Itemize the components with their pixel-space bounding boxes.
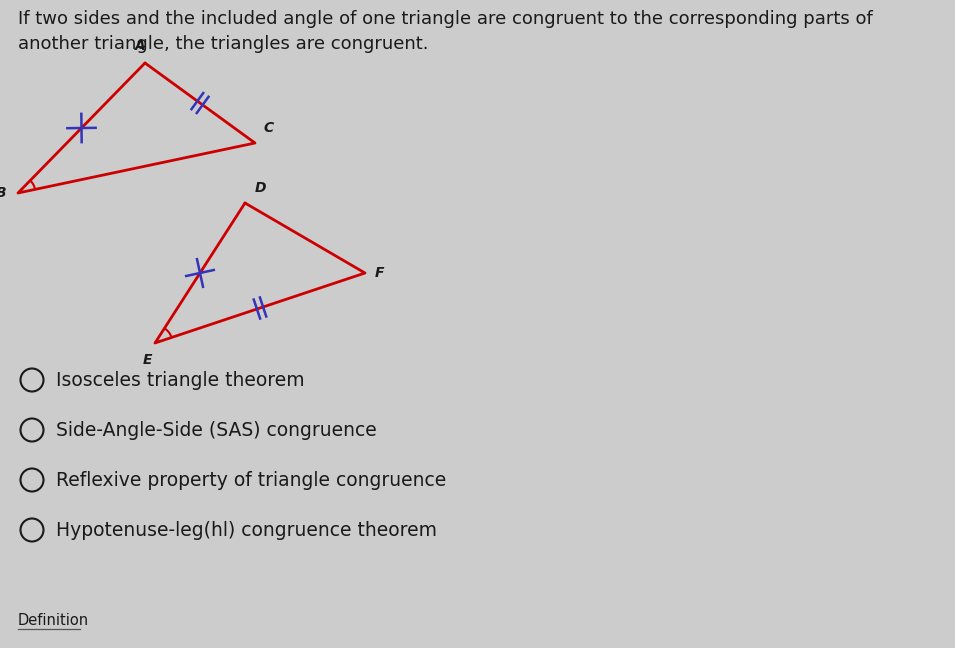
Text: Hypotenuse-leg(hl) congruence theorem: Hypotenuse-leg(hl) congruence theorem — [56, 520, 437, 540]
Text: B: B — [0, 186, 6, 200]
Text: Reflexive property of triangle congruence: Reflexive property of triangle congruenc… — [56, 470, 447, 489]
Text: C: C — [263, 121, 273, 135]
Text: If two sides and the included angle of one triangle are congruent to the corresp: If two sides and the included angle of o… — [18, 10, 873, 53]
Text: Isosceles triangle theorem: Isosceles triangle theorem — [56, 371, 306, 389]
Text: E: E — [142, 353, 152, 367]
Text: D: D — [255, 181, 266, 195]
Text: Side-Angle-Side (SAS) congruence: Side-Angle-Side (SAS) congruence — [56, 421, 377, 439]
Text: F: F — [375, 266, 385, 280]
Text: A: A — [135, 39, 145, 53]
Text: Definition: Definition — [18, 613, 89, 628]
